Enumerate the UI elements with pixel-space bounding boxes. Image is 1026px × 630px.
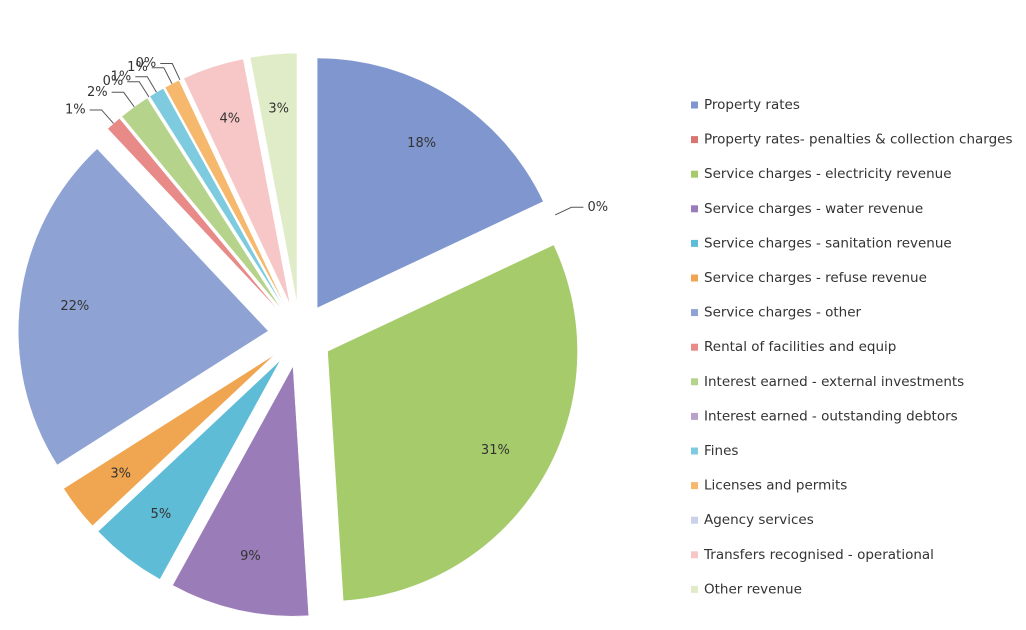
legend-label: Property rates [704, 97, 800, 113]
value-label: 5% [151, 507, 172, 522]
pie-slice [63, 354, 275, 527]
legend-label: Agency services [704, 512, 814, 528]
value-label: 0% [103, 74, 124, 89]
value-label: 22% [60, 299, 89, 314]
pie-slice [328, 214, 556, 322]
legend-swatch [691, 482, 698, 490]
pie-slice [183, 58, 291, 305]
legend-swatch [691, 412, 698, 420]
pie-slice [172, 365, 309, 617]
legend-label: Rental of facilities and equip [704, 339, 896, 355]
leader-line [135, 76, 157, 93]
legend-swatch [691, 585, 698, 593]
leader-line [111, 91, 135, 108]
legend-swatch [691, 378, 698, 386]
legend-swatch [691, 447, 698, 455]
leader-line [127, 81, 150, 98]
value-label: 1% [127, 60, 148, 75]
legend-label: Service charges - water revenue [704, 201, 923, 217]
legend-swatch [691, 343, 698, 351]
legend-label: Other revenue [704, 581, 802, 597]
leader-line [554, 206, 584, 216]
value-label: 9% [240, 549, 261, 564]
legend-label: Service charges - sanitation revenue [704, 235, 952, 251]
legend-label: Service charges - refuse revenue [704, 270, 927, 286]
value-label: 2% [87, 85, 108, 100]
legend-label: Transfers recognised - operational [703, 547, 934, 563]
value-label: 3% [268, 102, 289, 117]
pie-slice [97, 360, 281, 580]
value-label: 3% [110, 467, 131, 482]
legend-label: Interest earned - external investments [704, 374, 964, 390]
pie-slice [316, 57, 544, 309]
legend-label: Property rates- penalties & collection c… [704, 132, 1013, 148]
legend-label: Service charges - electricity revenue [704, 166, 952, 182]
legend-swatch [691, 205, 698, 213]
legend-label: Interest earned - outstanding debtors [704, 408, 958, 424]
leader-line [151, 67, 173, 84]
legend-swatch [691, 239, 698, 247]
value-label: 4% [220, 112, 241, 127]
legend-label: Licenses and permits [704, 478, 847, 494]
leader-line [160, 63, 181, 81]
legend-swatch [691, 274, 698, 282]
legend-label: Service charges - other [704, 305, 862, 321]
legend-swatch [691, 101, 698, 109]
legend-swatch [691, 136, 698, 144]
pie-slice [327, 244, 578, 602]
pie-slice [18, 148, 269, 466]
value-label: 18% [407, 136, 436, 151]
leader-line [89, 109, 114, 124]
legend-swatch [691, 551, 698, 559]
value-label: 0% [587, 200, 608, 215]
legend-swatch [691, 516, 698, 524]
legend-swatch [691, 309, 698, 317]
pie-slice [249, 52, 298, 304]
value-label: 1% [111, 69, 132, 84]
legend-swatch [691, 170, 698, 178]
pie-slice [148, 96, 284, 309]
value-label: 1% [65, 102, 86, 117]
value-label: 31% [481, 443, 510, 458]
value-label: 0% [136, 56, 157, 71]
legend-label: Fines [704, 443, 738, 459]
